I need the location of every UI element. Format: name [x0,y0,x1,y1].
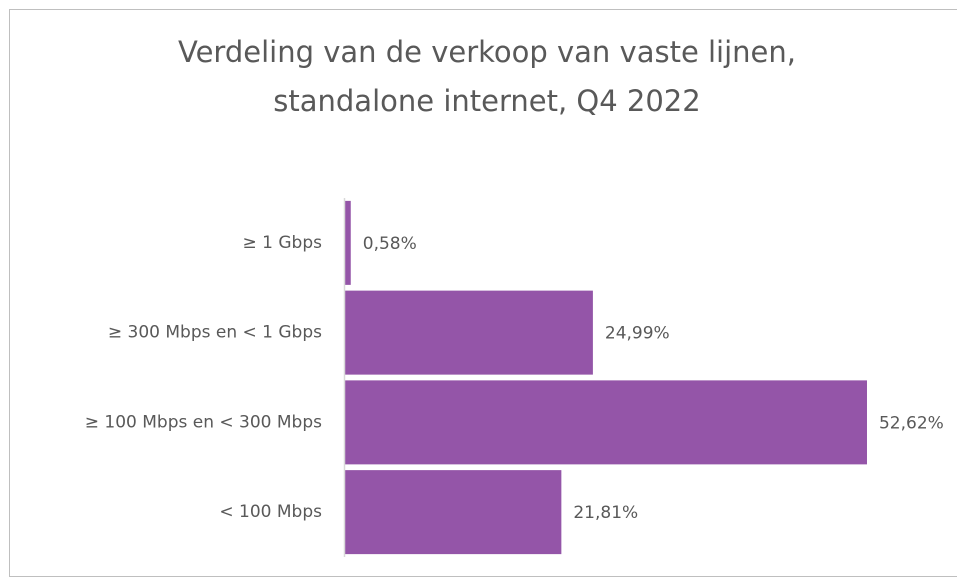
chart-title: standalone internet, Q4 2022 [273,84,700,118]
data-label: 52,62% [879,413,944,433]
y-tick-label: < 100 Mbps [219,502,322,522]
data-label: 21,81% [573,503,638,523]
y-tick-label: ≥ 100 Mbps en < 300 Mbps [85,412,322,432]
chart-title: Verdeling van de verkoop van vaste lijne… [178,35,796,69]
data-label: 24,99% [605,324,670,344]
bar [345,200,351,285]
bar [345,470,562,555]
chart-border [9,9,957,577]
y-tick-label: ≥ 1 Gbps [243,233,323,253]
y-tick-label: ≥ 300 Mbps en < 1 Gbps [108,323,322,343]
bar [345,380,867,465]
data-label: 0,58% [363,234,417,254]
bar [345,290,593,375]
